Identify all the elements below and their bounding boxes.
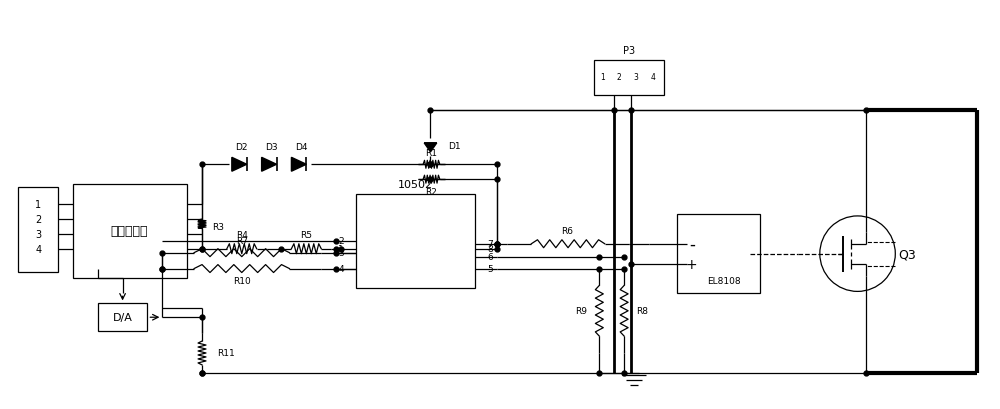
Text: 4: 4 [338, 264, 344, 273]
Text: R1: R1 [425, 148, 437, 157]
Text: R10: R10 [233, 276, 251, 285]
Text: D4: D4 [295, 143, 308, 151]
Text: 1: 1 [600, 73, 605, 82]
Text: 4: 4 [35, 244, 41, 254]
Polygon shape [232, 158, 247, 172]
Text: 主控单片机: 主控单片机 [111, 225, 148, 238]
Text: R7: R7 [236, 237, 248, 246]
Text: D1: D1 [448, 142, 461, 151]
Text: R2: R2 [426, 187, 437, 196]
Polygon shape [424, 144, 437, 153]
Text: 8: 8 [487, 245, 493, 254]
Polygon shape [291, 158, 306, 172]
Text: R9: R9 [575, 306, 587, 315]
Text: EL8108: EL8108 [707, 276, 740, 285]
Text: 1: 1 [35, 200, 41, 209]
Bar [98, 303, 147, 331]
Text: R8: R8 [636, 306, 648, 315]
Text: P3: P3 [623, 46, 635, 56]
Text: -: - [689, 235, 695, 253]
Text: 7: 7 [487, 240, 493, 249]
Text: R4: R4 [236, 231, 248, 240]
Text: 5: 5 [487, 264, 493, 273]
Text: D/A: D/A [113, 312, 133, 322]
Text: 2: 2 [35, 214, 41, 225]
Text: R3: R3 [212, 223, 224, 232]
Text: R11: R11 [217, 348, 235, 357]
Text: +: + [686, 257, 698, 271]
Bar [73, 185, 187, 279]
Text: 6: 6 [487, 252, 493, 261]
Text: 2: 2 [338, 237, 344, 246]
Text: R6: R6 [562, 227, 574, 236]
Text: 10502: 10502 [398, 180, 433, 190]
Polygon shape [262, 158, 277, 172]
Text: Q3: Q3 [898, 247, 916, 261]
Bar [594, 61, 664, 96]
Bar [677, 214, 760, 294]
Text: 1: 1 [338, 245, 344, 254]
Bar [356, 195, 475, 289]
Bar [18, 188, 58, 272]
Text: 4: 4 [651, 73, 655, 82]
Text: 2: 2 [617, 73, 622, 82]
Text: 3: 3 [338, 249, 344, 258]
Text: R5: R5 [300, 231, 312, 240]
Text: D3: D3 [265, 143, 278, 151]
Text: D2: D2 [236, 143, 248, 151]
Text: 3: 3 [35, 229, 41, 239]
Text: 3: 3 [634, 73, 639, 82]
